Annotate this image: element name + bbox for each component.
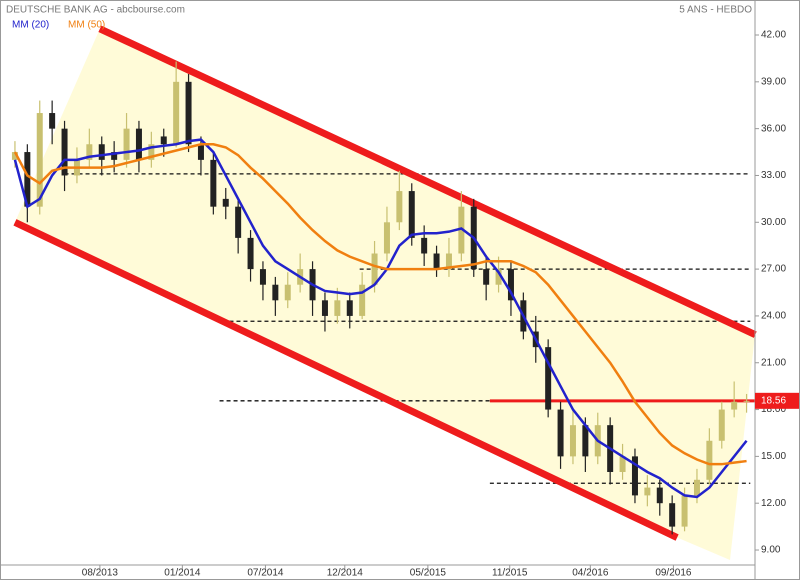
legend-entry: MM (20)	[12, 20, 49, 31]
trendline	[13, 219, 679, 541]
candle-body	[681, 495, 688, 527]
chart-subtitle: 5 ANS - HEBDO	[679, 5, 752, 16]
trendline	[98, 25, 757, 338]
candle-body	[545, 347, 552, 410]
candle-body	[173, 81, 180, 145]
x-tick-label: 08/2013	[82, 568, 119, 579]
candle-body	[445, 253, 452, 270]
candle-body	[569, 425, 576, 457]
candle-body	[346, 300, 353, 316]
candle-body	[210, 159, 217, 207]
candle-body	[483, 269, 490, 285]
candle-body	[259, 269, 266, 285]
candle-body	[582, 425, 589, 457]
y-tick-label: 18.00	[761, 404, 786, 415]
x-tick-label: 05/2015	[410, 568, 447, 579]
y-tick-label: 33.00	[761, 170, 786, 181]
candle-body	[743, 400, 750, 402]
candle-body	[123, 128, 130, 160]
candle-body	[135, 128, 142, 160]
candle-body	[706, 440, 713, 480]
candle-body	[656, 487, 663, 504]
candle-body	[111, 152, 118, 160]
candle-body	[61, 128, 68, 176]
y-tick-label: 39.00	[761, 76, 786, 87]
candle-body	[669, 503, 676, 527]
candle-body	[247, 237, 254, 270]
candle-body	[235, 206, 242, 238]
y-tick-label: 9.00	[761, 545, 781, 556]
candle-body	[197, 144, 204, 160]
candle-body	[644, 487, 651, 496]
candle-body	[160, 136, 167, 145]
candle-body	[408, 191, 415, 238]
x-tick-label: 01/2014	[164, 568, 201, 579]
y-tick-label: 12.00	[761, 498, 786, 509]
moving-average	[13, 143, 747, 466]
x-tick-label: 11/2015	[492, 568, 528, 579]
plot-area	[11, 25, 757, 561]
y-tick-label: 30.00	[761, 217, 786, 228]
candle-body	[383, 222, 390, 254]
chart-title: DEUTSCHE BANK AG - abcbourse.com	[6, 5, 185, 16]
candle-body	[222, 198, 229, 207]
candle-body	[321, 300, 328, 316]
y-tick-label: 27.00	[761, 264, 786, 275]
candle-body	[507, 269, 514, 301]
candle-body	[371, 253, 378, 285]
candle-body	[631, 456, 638, 496]
legend-entry: MM (50)	[68, 20, 105, 31]
y-tick-label: 15.00	[761, 451, 786, 462]
y-tick-label: 24.00	[761, 311, 786, 322]
candle-body	[718, 409, 725, 441]
candle-body	[557, 409, 564, 457]
y-tick-label: 21.00	[761, 357, 786, 368]
moving-average	[13, 138, 748, 499]
candle-body	[731, 401, 738, 410]
candle-body	[24, 152, 31, 207]
price-tag	[755, 392, 799, 409]
candle-body	[148, 144, 155, 160]
price-tag-label: 18.56	[761, 395, 786, 406]
candle-body	[433, 253, 440, 270]
candle-body	[284, 284, 291, 301]
candle-body	[359, 284, 366, 316]
x-tick-label: 04/2016	[572, 568, 609, 579]
candle-body	[396, 191, 403, 223]
candle-body	[421, 237, 428, 254]
y-tick-label: 36.00	[761, 123, 786, 134]
candle-body	[185, 81, 192, 145]
y-tick-label: 42.00	[761, 30, 786, 41]
candle-body	[11, 152, 18, 160]
candle-body	[98, 144, 105, 160]
candle-body	[619, 456, 626, 472]
candle-body	[36, 113, 43, 207]
candle-body	[495, 269, 502, 285]
x-tick-label: 09/2016	[655, 568, 692, 579]
candle-body	[272, 284, 279, 301]
x-tick-label: 12/2014	[327, 568, 364, 579]
candle-body	[334, 300, 341, 316]
x-tick-label: 07/2014	[247, 568, 284, 579]
candle-body	[86, 144, 93, 160]
candle-body	[49, 113, 56, 129]
candle-body	[693, 479, 700, 496]
